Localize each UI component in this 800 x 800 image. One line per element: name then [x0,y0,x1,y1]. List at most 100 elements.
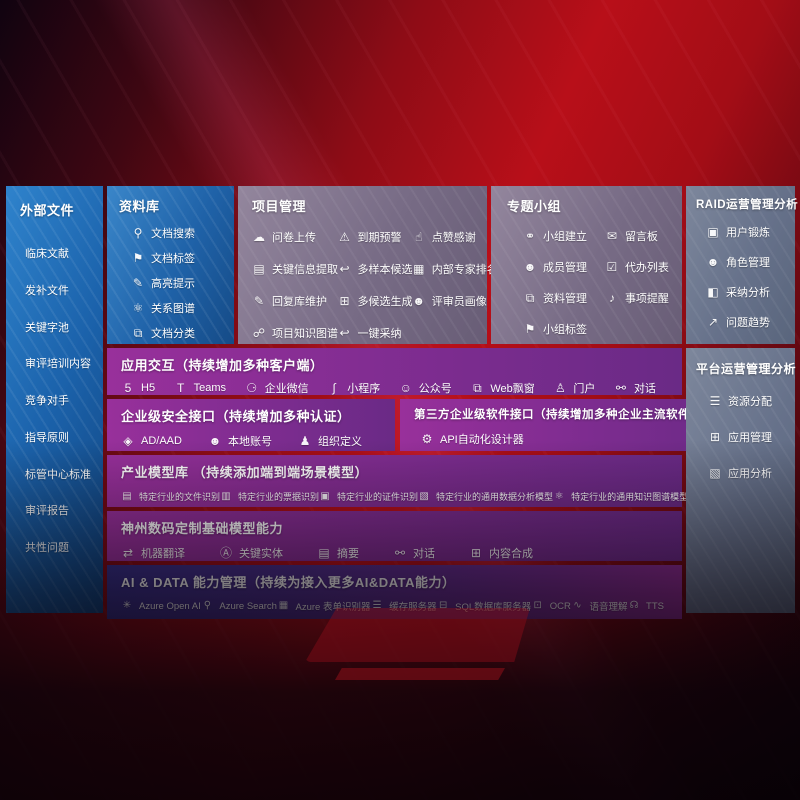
right-column: RAID运营管理分析 ▣ 用户锻炼 ☻ 角色管理 ◧ 采纳分析 [686,186,798,613]
model-item: ▤ 特定行业的文件识别 [122,490,221,502]
list-item: 共性问题 [25,542,69,554]
panel-title: 资料库 [119,199,160,214]
synthesis-icon: ⊞ [470,546,482,560]
client-item: ☺ 公众号 [399,381,452,395]
tts-icon: ☊ [629,600,639,611]
panel-industry-models: 产业模型库 （持续添加端到端场景模型） ▤ 特定行业的文件识别 ▥ 特定行业的票… [107,455,688,507]
project-graph-icon: ☍ [252,326,266,340]
analysis-item: ◧ 采纳分析 [707,285,770,299]
client-item: ⧉ Web飘窗 [470,380,535,396]
entity-icon: Ⓐ [219,546,232,560]
analysis-item: ☰ 资源分配 [709,394,772,408]
ocr-icon: ⊡ [533,600,542,611]
openai-icon: ✳ [122,600,132,611]
speech-icon: ∿ [573,600,582,611]
panel-dc-base-models: 神州数码定制基础模型能力 ⇄ 机器翻译 Ⓐ 关键实体 ▤ 摘要 [107,511,682,561]
official-account-icon: ☺ [399,381,412,395]
panel-app-interaction: 应用交互（持续增加多种客户端） 5 H5 T Teams ⚆ 企 [107,348,682,395]
feature-item: ⚑ 小组标签 [524,322,587,336]
doc-tag-icon: ⚑ [132,251,144,265]
feature-item: ⧉ 文档分类 [131,325,226,341]
local-account-icon: ☻ [208,434,222,448]
summary-icon: ▤ [318,546,330,560]
feature-item: ✉ 留言板 [606,229,658,243]
todo-icon: ☑ [606,260,618,274]
panel-title: 项目管理 [252,199,307,214]
model-item: ▥ 特定行业的票据识别 [221,490,320,502]
teams-icon: T [176,381,185,395]
thumbs-up-icon: ☝ [415,230,423,244]
security-interface-list: ◈ AD/AAD ☻ 本地账号 ♟ 组织定义 [121,433,383,449]
extract-icon: ▤ [253,262,265,276]
dc-models-list: ⇄ 机器翻译 Ⓐ 关键实体 ▤ 摘要 ⚯ 对话 [121,545,670,561]
third-party-list: ⚙ API自动化设计器 [414,431,726,447]
reminder-icon: ♪ [608,291,615,305]
doc-search-icon: ⚲ [133,226,143,240]
reviewer-portrait-icon: ☻ [412,294,426,308]
azure-search-icon: ⚲ [203,600,212,611]
api-designer-icon: ⚙ [421,432,433,446]
feature-item: ✎ 回复库维护 [253,294,327,308]
client-item: ⚯ 对话 [615,381,656,395]
org-icon: ♟ [299,434,311,448]
service-item: ∿ 语音理解 [573,600,628,614]
service-item: ✳ Azure Open AI [122,600,201,612]
feature-item: ♪ 事项提醒 [605,290,672,306]
interface-row: 企业级安全接口（持续增加多种认证） ◈ AD/AAD ☻ 本地账号 [107,399,738,451]
analysis-item: ↗ 问题趋势 [707,315,770,329]
adoption-analysis-icon: ◧ [707,285,719,299]
ranking-icon: ▦ [413,262,425,276]
client-item: ∫ 小程序 [327,380,381,396]
resource-icon: ☰ [709,394,721,408]
external-files-list: 临床文献 发补文件 关键字池 审评培训内容 竞争对手 [20,245,93,555]
feature-item: ↩ 一键采纳 [339,326,402,340]
panel-title: 应用交互（持续增加多种客户端） [121,358,324,373]
feature-item: ⚑ 文档标签 [132,251,195,265]
h5-icon: 5 [124,381,132,395]
panel-title: AI & DATA 能力管理（持续为接入更多AI&DATA能力） [121,575,456,590]
feature-item: ⚛ 关系图谱 [132,301,195,315]
panel-raid-analysis: RAID运营管理分析 ▣ 用户锻炼 ☻ 角色管理 ◧ 采纳分析 [686,186,798,344]
topic-group-list: ⚭ 小组建立 ✉ 留言板 ☻ 成员管理 [507,228,672,337]
portal-icon: ♙ [554,381,566,395]
panel-title: 第三方企业级软件接口（持续增加多种企业主流软件接口） [414,409,726,421]
panel-repository: 资料库 ⚲ 文档搜索 ⚑ 文档标签 [107,186,234,344]
panel-external-files: 外部文件 临床文献 发补文件 关键字池 审评培训内容 [6,186,103,613]
model-item: ▧ 特定行业的通用数据分析模型 [419,490,554,502]
form-recognizer-icon: ▦ [278,600,289,611]
trend-icon: ↗ [707,315,719,329]
list-item: 发补文件 [25,284,69,297]
doc-classify-icon: ⧉ [133,326,143,340]
member-icon: ☻ [523,260,537,274]
app-manage-icon: ⊞ [709,430,721,444]
list-item: 临床文献 [25,248,69,260]
monitor-stand [305,608,530,662]
client-item: ⚆ 企业微信 [246,381,309,395]
capability-item: Ⓐ 关键实体 [219,546,283,560]
relation-graph-icon: ⚛ [132,301,144,315]
panel-title: 专题小组 [507,199,562,214]
feature-item: ▦ 内部专家排名 [413,262,498,276]
feature-item: ☑ 代办列表 [606,260,669,274]
translate-icon: ⇄ [122,546,134,560]
panel-security-interface: 企业级安全接口（持续增加多种认证） ◈ AD/AAD ☻ 本地账号 [107,399,395,451]
panel-title: 企业级安全接口（持续增加多种认证） [121,409,351,424]
panel-title: 神州数码定制基础模型能力 [121,521,284,536]
repository-list: ⚲ 文档搜索 ⚑ 文档标签 ✎ 高亮提示 [119,225,226,341]
capability-item: ⊞ 内容合成 [470,546,533,560]
upload-icon: ☁ [253,230,265,244]
feature-item: ☻ 评审员画像 [412,294,487,308]
highlight-icon: ✎ [132,276,144,290]
top-row: 资料库 ⚲ 文档搜索 ⚑ 文档标签 [107,186,682,344]
material-icon: ⧉ [525,291,535,305]
capability-item: ▤ 摘要 [318,546,359,560]
architecture-diagram: 外部文件 临床文献 发补文件 关键字池 审评培训内容 [6,186,798,619]
list-item: 审评报告 [25,505,69,518]
auth-item: ♟ 组织定义 [299,434,362,448]
feature-item: ☍ 项目知识图谱 [252,326,338,340]
list-item: 关键字池 [25,321,69,334]
feature-item: ⚠ 到期预警 [339,230,402,244]
panel-topic-group: 专题小组 ⚭ 小组建立 ✉ 留言板 [491,186,682,344]
group-create-icon: ⚭ [524,229,536,243]
dialog-icon: ⚯ [394,546,406,560]
